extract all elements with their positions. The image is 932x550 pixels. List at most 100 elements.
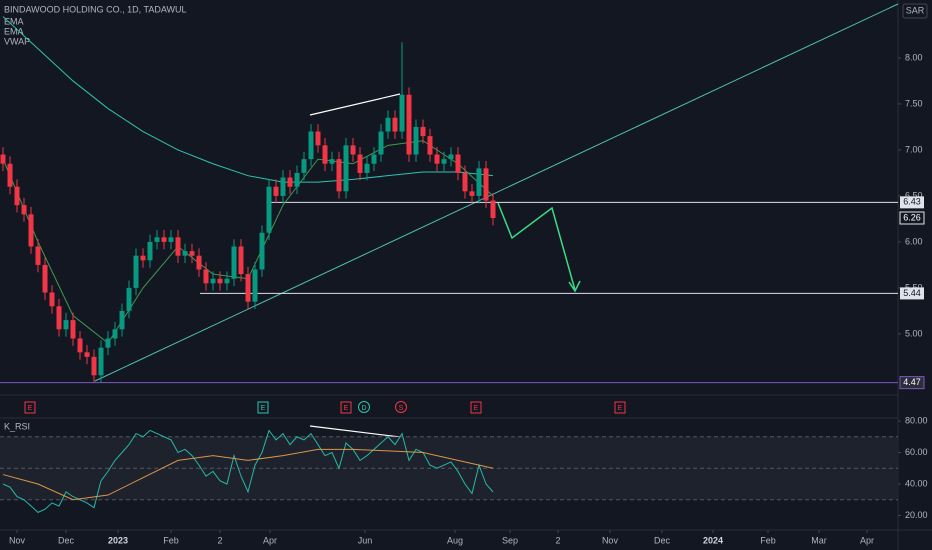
arrow-head bbox=[568, 280, 581, 293]
candle-body bbox=[210, 278, 216, 284]
candle-body bbox=[469, 191, 475, 196]
x-tick-label: Feb bbox=[760, 535, 776, 545]
candle-body bbox=[385, 117, 391, 132]
x-tick-label: Mar bbox=[811, 535, 827, 545]
candle-body bbox=[420, 126, 426, 137]
price-label-box bbox=[899, 376, 925, 390]
y-tick-label: 5.00 bbox=[905, 328, 923, 338]
event-icon bbox=[24, 401, 36, 414]
candle-body bbox=[315, 131, 321, 146]
candle-body bbox=[224, 278, 230, 284]
y-tick-label: 80.00 bbox=[905, 415, 928, 425]
x-tick-label: Jun bbox=[358, 535, 373, 545]
candle-body bbox=[98, 347, 104, 376]
x-tick-label: Nov bbox=[9, 535, 26, 545]
candle-body bbox=[441, 159, 447, 164]
candle-body bbox=[357, 154, 363, 173]
candle-body bbox=[56, 306, 62, 330]
candle-body bbox=[105, 338, 111, 348]
event-icon bbox=[257, 401, 269, 414]
currency-box[interactable] bbox=[902, 3, 928, 19]
candle-body bbox=[182, 251, 188, 256]
candle-body bbox=[364, 163, 370, 173]
candle-body bbox=[280, 177, 286, 196]
candle-body bbox=[483, 168, 489, 201]
candle-body bbox=[126, 287, 132, 311]
candle-body bbox=[21, 205, 27, 215]
candle-body bbox=[448, 154, 454, 160]
candle-body bbox=[161, 237, 167, 242]
candle-body bbox=[392, 117, 398, 132]
y-tick-label: 7.00 bbox=[905, 144, 923, 154]
candle-body bbox=[196, 255, 202, 270]
candle-body bbox=[35, 246, 41, 265]
currency[interactable]: SAR bbox=[906, 5, 925, 15]
candle-body bbox=[371, 154, 377, 164]
event-icon bbox=[395, 401, 407, 413]
candle-body bbox=[308, 131, 314, 160]
event-label: E bbox=[344, 405, 349, 412]
rsi-ma-line bbox=[2, 448, 494, 501]
candle-body bbox=[217, 278, 223, 284]
x-tick-label: 2 bbox=[217, 535, 222, 545]
candle-body bbox=[322, 145, 328, 164]
x-tick-label: Apr bbox=[860, 535, 874, 545]
candle-body bbox=[455, 154, 461, 173]
y-tick-label: 6.00 bbox=[905, 236, 923, 246]
price-label-box bbox=[900, 196, 924, 209]
candle-body bbox=[28, 214, 34, 247]
price-label: 6.26 bbox=[903, 212, 921, 222]
x-tick-label: Feb bbox=[163, 535, 179, 545]
y-tick-label: 5.50 bbox=[905, 282, 923, 292]
candle-body bbox=[238, 246, 244, 275]
event-label: E bbox=[618, 405, 623, 412]
candle-body bbox=[301, 159, 307, 173]
y-tick-label: 7.50 bbox=[905, 98, 923, 108]
event-icon bbox=[614, 401, 626, 414]
candle-body bbox=[14, 186, 20, 206]
candle-body bbox=[406, 94, 412, 155]
candle-body bbox=[91, 356, 97, 376]
candle-body bbox=[63, 320, 69, 330]
y-tick-label: 20.00 bbox=[905, 510, 928, 520]
trend-line bbox=[94, 3, 899, 382]
candle-body bbox=[0, 154, 6, 164]
candle-body bbox=[7, 163, 13, 187]
legend-entry: VWAP bbox=[4, 36, 30, 46]
price-label-box bbox=[900, 287, 924, 300]
candle-body bbox=[294, 172, 300, 187]
projection-arrow bbox=[497, 202, 576, 291]
price-label: 4.47 bbox=[903, 377, 921, 387]
y-tick-label: 6.50 bbox=[905, 190, 923, 200]
rsi-title: K_RSI bbox=[4, 421, 30, 431]
price-label: 5.44 bbox=[903, 288, 921, 298]
candle-body bbox=[427, 136, 433, 155]
candle-body bbox=[273, 186, 279, 196]
candle-body bbox=[49, 292, 55, 307]
y-tick-label: 60.00 bbox=[905, 447, 928, 457]
ema-line bbox=[2, 16, 494, 183]
x-tick-label: Nov bbox=[602, 535, 619, 545]
x-tick-label: 2 bbox=[556, 535, 561, 545]
x-tick-label: Dec bbox=[58, 535, 75, 545]
candle-body bbox=[259, 232, 265, 270]
candle-body bbox=[133, 255, 139, 288]
y-tick-label: 8.00 bbox=[905, 52, 923, 62]
candle-body bbox=[413, 126, 419, 155]
candle-body bbox=[329, 159, 335, 164]
x-tick-label: 2024 bbox=[703, 535, 723, 545]
candle-body bbox=[462, 172, 468, 192]
legend-entry: EMA bbox=[4, 16, 24, 26]
legend-entry: EMA bbox=[4, 26, 24, 36]
event-label: S bbox=[399, 405, 404, 412]
price-label-box bbox=[899, 211, 925, 225]
event-icon bbox=[470, 401, 482, 414]
candle-body bbox=[203, 269, 209, 284]
candle-body bbox=[399, 94, 405, 132]
candle-body bbox=[175, 237, 181, 256]
event-icon bbox=[340, 401, 352, 414]
divergence-line bbox=[309, 425, 401, 438]
divergence-line bbox=[309, 93, 401, 116]
candle-body bbox=[77, 338, 83, 353]
